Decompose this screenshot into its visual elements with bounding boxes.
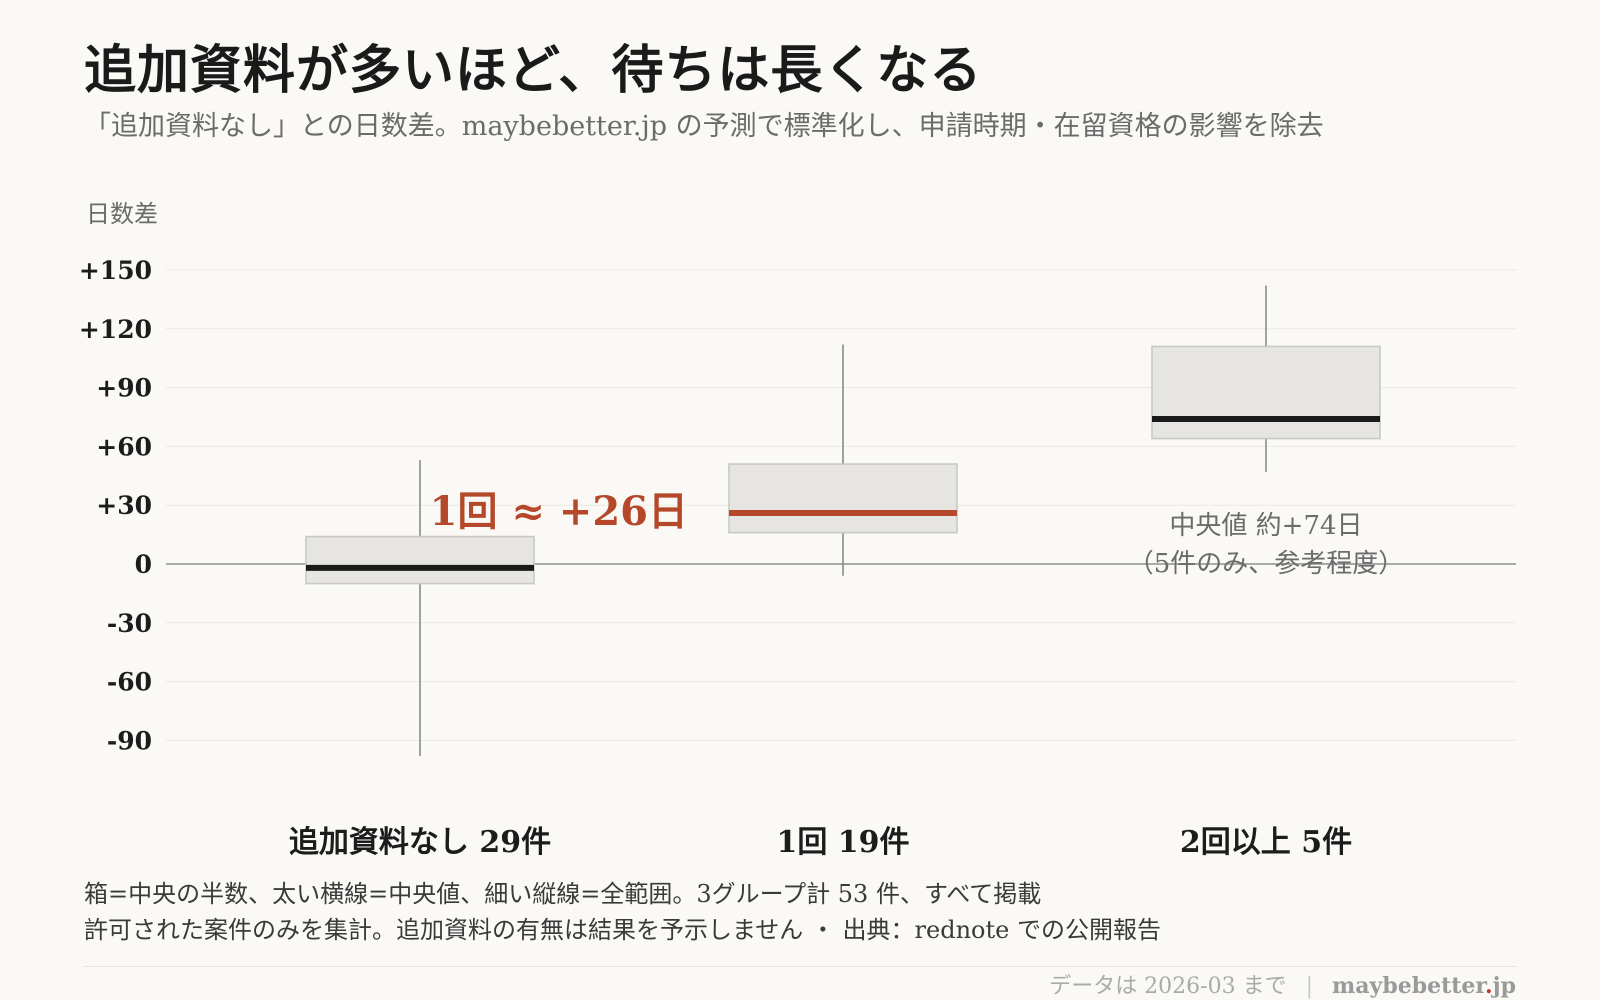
box-group [1151,285,1381,472]
y-tick-label: 0 [135,550,152,579]
iqr-box [305,535,535,585]
chart-notes: 箱=中央の半数、太い横線=中央値、細い縦線=全範囲。3グループ計 53 件、すべ… [84,876,1161,948]
median-annotation: 中央値 約+74日 [1169,511,1362,541]
box-group [728,344,958,576]
x-category-label: 追加資料なし 29件 [289,825,551,860]
y-tick-label: -30 [107,609,152,638]
y-tick-label: +90 [96,374,152,403]
y-tick-label: -60 [107,668,152,697]
y-tick-label: +30 [96,491,152,520]
box-group [305,460,535,757]
y-tick-label: +150 [79,256,152,285]
iqr-box [1151,345,1381,440]
iqr-box [728,463,958,534]
median-annotation-highlight: 1回 ≈ +26日 [430,488,688,535]
y-axis-title: 日数差 [86,200,158,228]
footer-divider [84,966,1516,967]
y-tick-label: +120 [79,315,152,344]
page-subtitle: 「追加資料なし」との日数差。maybebetter.jp の予測で標準化し、申請… [84,111,1324,142]
y-tick-label: +60 [96,432,152,461]
footer-separator: | [1305,974,1314,999]
brand-tld: jp [1492,973,1516,999]
y-tick-label: -90 [107,726,152,755]
notes-line-2: 許可された案件のみを集計。追加資料の有無は結果を予示しません ・ 出典：redn… [84,916,1161,944]
y-axis: 日数差 +150 +120 +90 +60 +30 0 -30 -60 -90 [79,200,158,755]
brand-dot: . [1484,973,1493,999]
brand-logo: maybebetter.jp [1332,973,1516,999]
sample-size-caveat: （5件のみ、参考程度） [1128,549,1405,579]
data-date-text: データは 2026-03 まで [1049,974,1287,999]
labels-layer: 追加資料なし 29件 1回 19件 2回以上 5件 1回 ≈ +26日 中央値 約+74… [289,488,1404,860]
footer: データは 2026-03 まで | maybebetter.jp [1049,968,1516,1000]
x-category-label: 2回以上 5件 [1180,825,1352,860]
boxes-layer [305,285,1381,757]
brand-main: maybebetter [1332,973,1485,999]
page-title: 追加資料が多いほど、待ちは長くなる [84,40,983,101]
x-category-label: 1回 19件 [776,825,909,860]
notes-line-1: 箱=中央の半数、太い横線=中央値、細い縦線=全範囲。3グループ計 53 件、すべ… [84,880,1042,908]
